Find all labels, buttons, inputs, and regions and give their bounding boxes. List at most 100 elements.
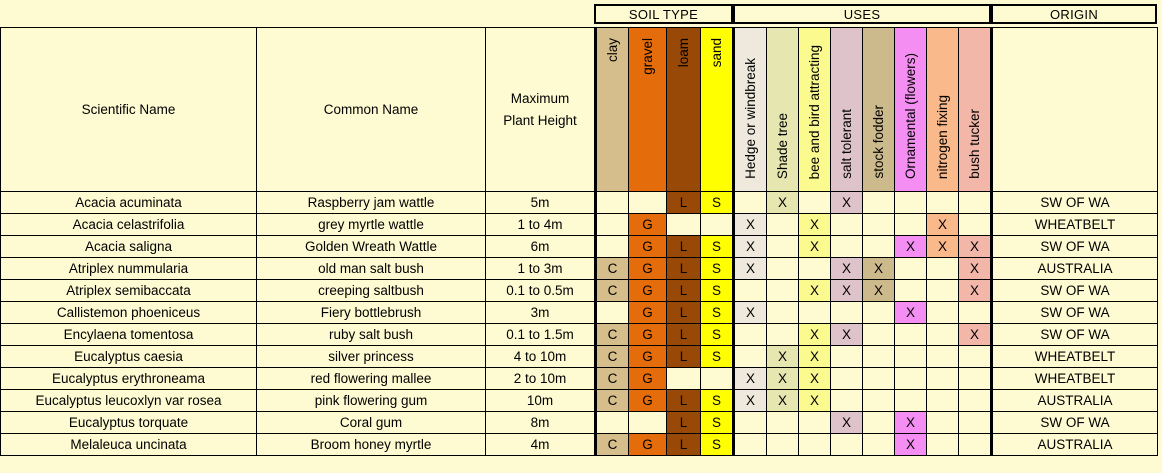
soil-gravel-cell: G	[628, 213, 667, 236]
use-salt-cell: X	[830, 257, 863, 280]
height-cell: 2 to 10m	[485, 367, 596, 390]
use-salt-cell	[830, 301, 863, 324]
soil-gravel-cell	[628, 411, 667, 434]
soil-loam-cell: L	[666, 411, 701, 434]
use-bush-tucker-cell: X	[958, 257, 993, 280]
use-hedge-cell	[733, 433, 767, 456]
use-shade-cell	[766, 433, 799, 456]
scientific-name-cell: Encylaena tomentosa	[0, 323, 257, 346]
header-use-label: Shade tree	[775, 112, 790, 179]
scientific-name-cell: Atriplex semibaccata	[0, 279, 257, 302]
soil-loam-cell	[666, 367, 701, 390]
use-ornamental-cell	[894, 345, 927, 368]
use-nitrogen-cell	[926, 257, 959, 280]
table-row: Acacia celastrifolia grey myrtle wattle 1 …	[0, 213, 1158, 236]
use-shade-cell: X	[766, 389, 799, 412]
header-use-salt: salt tolerant	[830, 27, 863, 192]
use-salt-cell	[830, 213, 863, 236]
header-common-name: Common Name	[256, 27, 486, 192]
header-use-nitrogen: nitrogen fixing	[926, 27, 959, 192]
header-soil-label: loam	[676, 38, 691, 68]
height-cell: 5m	[485, 191, 596, 214]
uses-group-header: USES	[733, 4, 991, 24]
soil-sand-cell: S	[700, 411, 735, 434]
common-name-cell: Raspberry jam wattle	[256, 191, 486, 214]
scientific-name-cell: Eucalyptus leucoxlyn var rosea	[0, 389, 257, 412]
soil-loam-cell: L	[666, 323, 701, 346]
use-ornamental-cell	[894, 367, 927, 390]
soil-clay-cell: C	[594, 389, 629, 412]
table-row: Eucalyptus caesia silver princess 4 to 10m…	[0, 345, 1158, 368]
header-use-label: nitrogen fixing	[935, 94, 950, 179]
use-bee-bird-cell	[798, 191, 831, 214]
height-cell: 3m	[485, 301, 596, 324]
soil-clay-cell: C	[594, 345, 629, 368]
use-bee-bird-cell	[798, 433, 831, 456]
header-use-label: bush tucker	[967, 109, 982, 179]
use-salt-cell	[830, 367, 863, 390]
soil-clay-cell	[594, 235, 629, 258]
soil-sand-cell	[700, 213, 735, 236]
header-use-label: salt tolerant	[839, 109, 854, 179]
soil-clay-cell: C	[594, 367, 629, 390]
use-nitrogen-cell	[926, 323, 959, 346]
use-bush-tucker-cell	[958, 433, 993, 456]
use-bee-bird-cell	[798, 301, 831, 324]
common-name-cell: ruby salt bush	[256, 323, 486, 346]
use-hedge-cell: X	[733, 389, 767, 412]
soil-sand-cell: S	[700, 389, 735, 412]
table-row: Eucalyptus torquate Coral gum 8m L S X X SW OF …	[0, 411, 1158, 434]
use-hedge-cell: X	[733, 301, 767, 324]
use-fodder-cell	[862, 345, 895, 368]
soil-loam-cell: L	[666, 279, 701, 302]
scientific-name-cell: Eucalyptus erythroneama	[0, 367, 257, 390]
use-ornamental-cell	[894, 323, 927, 346]
header-use-hedge: Hedge or windbreak	[733, 27, 767, 192]
header-soil-label: gravel	[640, 38, 655, 75]
use-bee-bird-cell: X	[798, 389, 831, 412]
table-row: Acacia saligna Golden Wreath Wattle 6m G L S X…	[0, 235, 1158, 258]
use-nitrogen-cell	[926, 345, 959, 368]
scientific-name-cell: Atriplex nummularia	[0, 257, 257, 280]
height-cell: 4 to 10m	[485, 345, 596, 368]
soil-clay-cell: C	[594, 323, 629, 346]
use-shade-cell	[766, 301, 799, 324]
use-fodder-cell	[862, 301, 895, 324]
use-fodder-cell	[862, 411, 895, 434]
use-shade-cell	[766, 323, 799, 346]
table-row: Eucalyptus leucoxlyn var rosea pink flowe…	[0, 389, 1158, 412]
soil-sand-cell	[700, 367, 735, 390]
header-use-label: bee and bird attracting	[807, 44, 822, 179]
use-shade-cell: X	[766, 367, 799, 390]
soil-sand-cell: S	[700, 257, 735, 280]
header-soil-sand: sand	[700, 27, 735, 192]
height-cell: 0.1 to 1.5m	[485, 323, 596, 346]
use-salt-cell	[830, 433, 863, 456]
height-cell: 8m	[485, 411, 596, 434]
soil-clay-cell	[594, 213, 629, 236]
use-bush-tucker-cell	[958, 411, 993, 434]
use-bush-tucker-cell: X	[958, 279, 993, 302]
common-name-cell: silver princess	[256, 345, 486, 368]
origin-cell: SW OF WA	[991, 191, 1158, 214]
use-shade-cell	[766, 279, 799, 302]
use-fodder-cell	[862, 323, 895, 346]
header-use-bee-bird: bee and bird attracting	[798, 27, 831, 192]
common-name-cell: Broom honey myrtle	[256, 433, 486, 456]
use-fodder-cell	[862, 235, 895, 258]
use-nitrogen-cell	[926, 279, 959, 302]
header-scientific-name: Scientific Name	[0, 27, 257, 192]
use-ornamental-cell	[894, 257, 927, 280]
use-hedge-cell: X	[733, 367, 767, 390]
use-bee-bird-cell	[798, 411, 831, 434]
header-soil-gravel: gravel	[628, 27, 667, 192]
use-hedge-cell	[733, 345, 767, 368]
scientific-name-cell: Acacia celastrifolia	[0, 213, 257, 236]
soil-sand-cell: S	[700, 301, 735, 324]
scientific-name-cell: Acacia acuminata	[0, 191, 257, 214]
origin-cell: AUSTRALIA	[991, 389, 1158, 412]
origin-cell: AUSTRALIA	[991, 257, 1158, 280]
common-name-cell: Fiery bottlebrush	[256, 301, 486, 324]
soil-sand-cell: S	[700, 323, 735, 346]
use-nitrogen-cell	[926, 301, 959, 324]
